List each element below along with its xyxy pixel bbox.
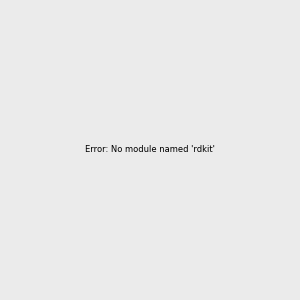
Text: Error: No module named 'rdkit': Error: No module named 'rdkit' bbox=[85, 146, 215, 154]
